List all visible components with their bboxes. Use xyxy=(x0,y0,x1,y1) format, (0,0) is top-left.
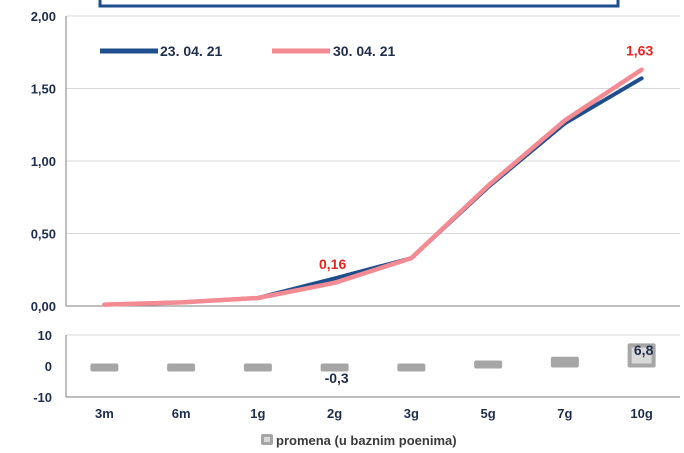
y-tick-label: 0,50 xyxy=(31,227,56,242)
x-tick-label: 3g xyxy=(404,406,419,421)
data-labels: 0,16 1,63 -0,3 6,8 xyxy=(319,43,654,386)
x-tick-labels: 3m 6m 1g 2g 3g 5g 7g 10g xyxy=(95,406,653,421)
data-label: 1,63 xyxy=(626,43,653,59)
y-tick-label: 1,50 xyxy=(31,82,56,97)
change-bar xyxy=(474,360,503,369)
change-bar xyxy=(397,363,426,372)
y-tick-label: 2,00 xyxy=(31,9,56,24)
change-y-tick-label: 0 xyxy=(45,359,52,374)
change-bar xyxy=(167,363,196,372)
x-tick-label: 5g xyxy=(481,406,496,421)
change-bar xyxy=(243,363,272,372)
x-tick-label: 1g xyxy=(250,406,265,421)
y-tick-label: 1,00 xyxy=(31,154,56,169)
change-bars xyxy=(90,343,656,372)
legend-label-series-2: 30. 04. 21 xyxy=(333,43,395,59)
legend-label-series-1: 23. 04. 21 xyxy=(160,43,222,59)
x-tick-label: 2g xyxy=(327,406,342,421)
change-y-tick-label: -10 xyxy=(33,390,52,405)
axes xyxy=(65,16,680,398)
change-legend: promena (u baznim poenima) xyxy=(261,433,457,448)
grid-lines xyxy=(66,15,680,336)
x-tick-label: 7g xyxy=(557,406,572,421)
change-bar xyxy=(320,363,349,372)
x-tick-label: 6m xyxy=(172,406,191,421)
change-legend-swatch-inner xyxy=(264,437,270,442)
change-bar xyxy=(90,363,119,372)
legend: 23. 04. 21 30. 04. 21 xyxy=(100,43,395,59)
change-data-label: 6,8 xyxy=(634,342,654,358)
change-data-label: -0,3 xyxy=(325,370,349,386)
y-tick-labels: 0,00 0,50 1,00 1,50 2,00 10 0 -10 xyxy=(31,9,56,405)
change-bar-highlight xyxy=(631,347,652,364)
y-tick-label: 0,00 xyxy=(31,299,56,314)
x-tick-label: 10g xyxy=(630,406,652,421)
series-line xyxy=(102,67,644,307)
change-legend-label: promena (u baznim poenima) xyxy=(276,433,457,448)
title-frame-decoration xyxy=(98,0,620,8)
x-tick-label: 3m xyxy=(95,406,114,421)
change-y-tick-label: 10 xyxy=(38,328,52,343)
change-bar xyxy=(550,356,579,368)
series-lines xyxy=(102,67,644,307)
data-label: 0,16 xyxy=(319,256,346,272)
